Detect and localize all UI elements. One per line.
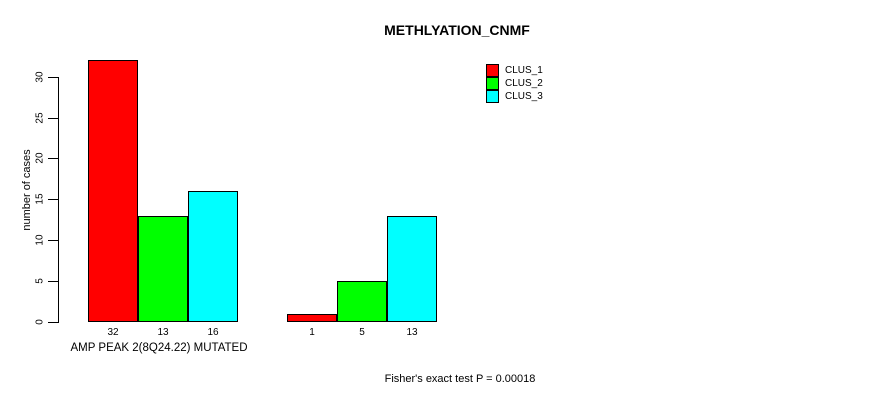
annotation-fisher-test: Fisher's exact test P = 0.00018 (384, 373, 536, 385)
bar-clus_2 (337, 281, 387, 322)
y-axis-tick-label: 10 (34, 234, 46, 246)
y-axis-tick-label: 0 (34, 319, 46, 325)
legend-label: CLUS_3 (505, 91, 543, 102)
legend-item-clus_2: CLUS_2 (486, 77, 543, 90)
y-axis-line (58, 77, 59, 323)
y-axis-tick (48, 240, 58, 241)
chart-title: METHLYATION_CNMF (384, 22, 530, 38)
y-axis-tick-label: 25 (34, 112, 46, 124)
y-axis-tick (48, 281, 58, 282)
y-axis-label: number of cases (21, 149, 33, 231)
bar-value-label: 13 (157, 327, 169, 338)
bar-clus_3 (387, 216, 437, 322)
y-axis-tick-label: 5 (34, 278, 46, 284)
bar-clus_3 (188, 191, 238, 322)
y-axis-tick (48, 158, 58, 159)
bar-clus_1 (88, 60, 138, 322)
legend-swatch-clus_3 (486, 90, 499, 103)
x-axis-label: AMP PEAK 2(8Q24.22) MUTATED (70, 342, 248, 354)
bar-value-label: 32 (107, 327, 119, 338)
bar-value-label: 1 (309, 327, 315, 338)
legend-item-clus_1: CLUS_1 (486, 64, 543, 77)
bar-clus_2 (138, 216, 188, 322)
legend-label: CLUS_1 (505, 65, 543, 76)
bar-clus_1 (287, 314, 337, 322)
y-axis-tick-label: 15 (34, 193, 46, 205)
legend-swatch-clus_2 (486, 77, 499, 90)
bar-value-label: 13 (406, 327, 418, 338)
y-axis-tick (48, 322, 58, 323)
y-axis-tick (48, 199, 58, 200)
bar-value-label: 5 (359, 327, 365, 338)
legend-swatch-clus_1 (486, 64, 499, 77)
y-axis-tick-label: 30 (34, 71, 46, 83)
y-axis-tick (48, 118, 58, 119)
legend-label: CLUS_2 (505, 78, 543, 89)
legend-item-clus_3: CLUS_3 (486, 90, 543, 103)
legend: CLUS_1 CLUS_2 CLUS_3 (486, 64, 543, 103)
bar-value-label: 16 (207, 327, 219, 338)
y-axis-tick-label: 20 (34, 152, 46, 164)
y-axis-tick (48, 77, 58, 78)
